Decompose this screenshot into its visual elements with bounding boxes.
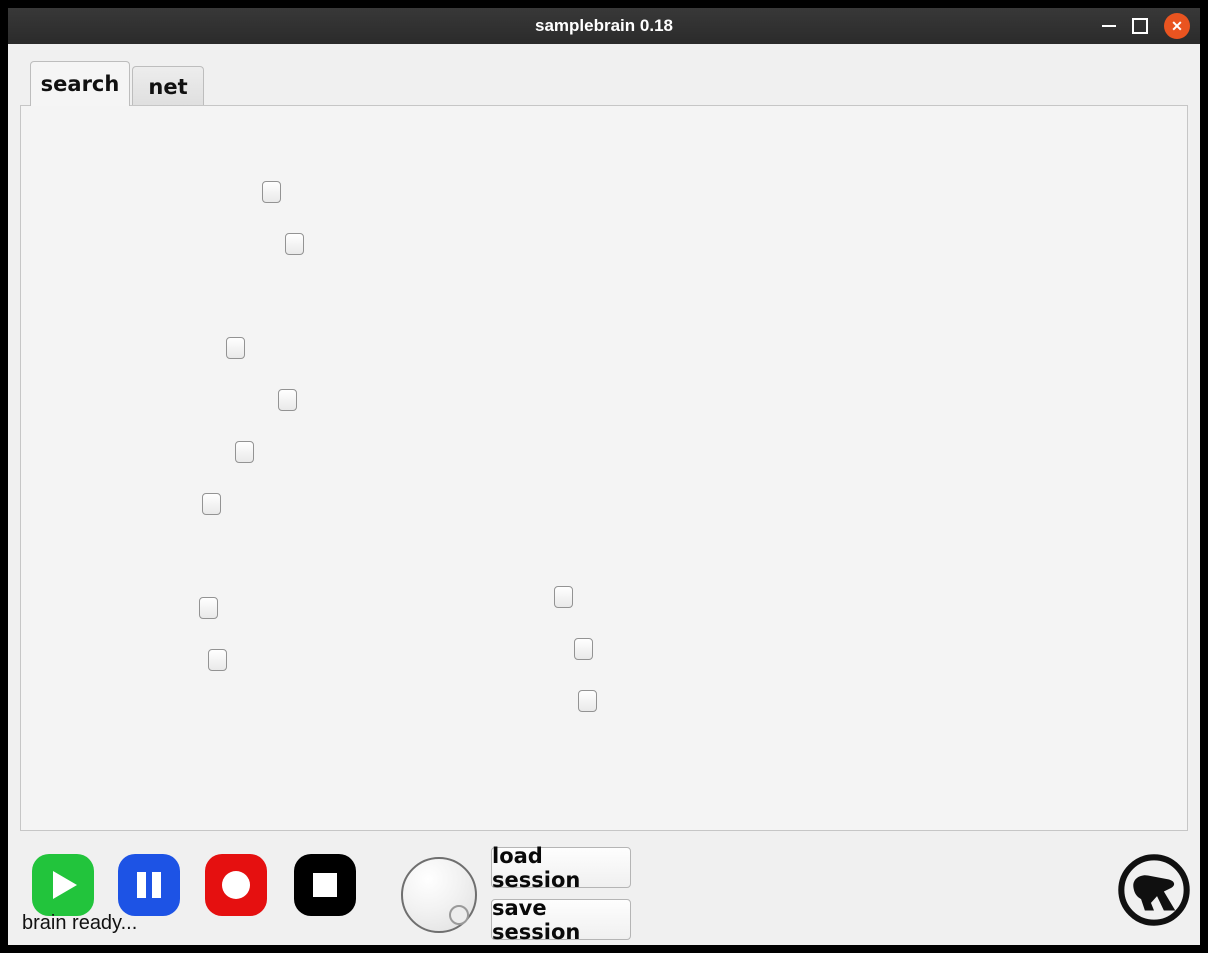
close-icon[interactable]: ✕ (1164, 13, 1190, 39)
save-session-button[interactable]: save session (491, 896, 631, 944)
save-session-label: save session (492, 895, 581, 944)
slider-handle[interactable] (234, 441, 254, 463)
play-icon (53, 871, 77, 899)
tab-pane (20, 105, 1188, 831)
status-text: brain ready... (22, 912, 138, 934)
load-session-button[interactable]: load session (491, 844, 631, 892)
window-controls: ✕ (1102, 8, 1190, 44)
slider-handle[interactable] (207, 649, 227, 671)
slider-handle[interactable] (278, 389, 298, 411)
record-button[interactable] (205, 854, 267, 916)
slider-handle[interactable] (202, 493, 221, 515)
slider-handle[interactable] (554, 586, 574, 608)
knob-indicator-icon (449, 905, 469, 925)
record-icon (222, 871, 250, 899)
slider-handle[interactable] (285, 233, 304, 255)
stop-icon (313, 873, 337, 897)
volume-knob[interactable] (401, 857, 477, 933)
aphex-twin-logo-icon (1116, 852, 1192, 928)
title-bar[interactable]: samplebrain 0.18 ✕ (8, 8, 1200, 44)
pause-icon (137, 872, 161, 898)
slider-handle[interactable] (198, 597, 218, 619)
play-button[interactable] (32, 854, 94, 916)
tab-net-label: net (148, 74, 188, 99)
slider-handle[interactable] (578, 690, 597, 712)
slider-handle[interactable] (573, 638, 593, 660)
maximize-icon[interactable] (1132, 18, 1148, 34)
window-content: search net brain tweaks fft / mfcc 0.56 … (8, 44, 1200, 945)
tab-search-label: search (40, 72, 120, 96)
window-title: samplebrain 0.18 (535, 16, 673, 35)
load-session-label: load session (492, 843, 581, 892)
tab-net[interactable]: net (132, 66, 204, 106)
tab-search[interactable]: search (30, 61, 130, 106)
pause-button[interactable] (118, 854, 180, 916)
minimize-icon[interactable] (1102, 25, 1116, 27)
stop-button[interactable] (294, 854, 356, 916)
slider-handle[interactable] (261, 181, 281, 203)
slider-handle[interactable] (225, 337, 245, 359)
status-bar: brain ready... (22, 912, 137, 935)
